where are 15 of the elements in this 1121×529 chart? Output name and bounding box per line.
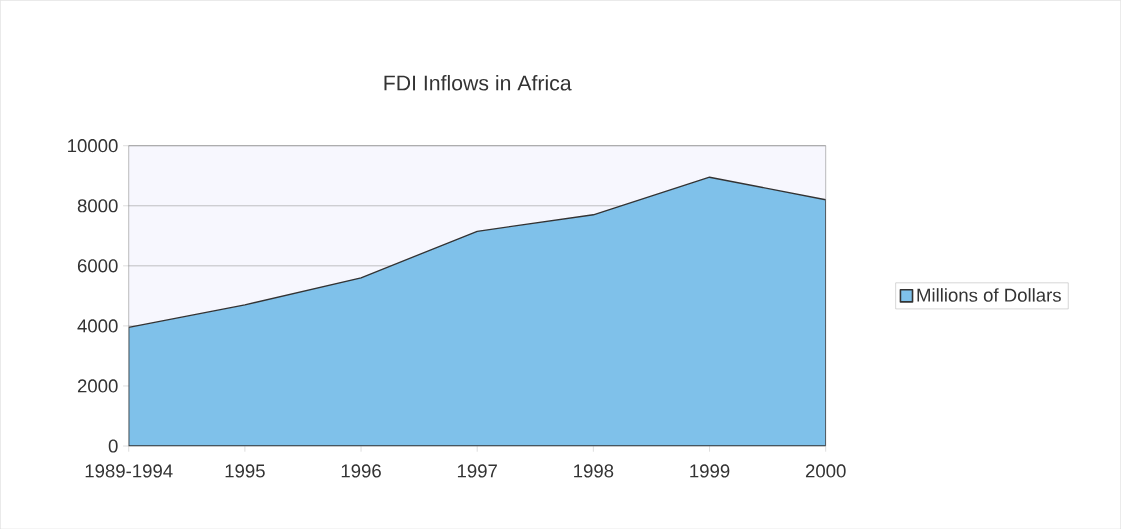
y-tick-label: 4000 xyxy=(77,319,118,333)
y-tick-label: 10000 xyxy=(68,138,118,153)
x-tick-label: 1996 xyxy=(341,464,381,478)
y-tick-label: 2000 xyxy=(77,379,118,393)
x-tick-label: 1989-1994 xyxy=(85,464,173,478)
y-tick-label: 0 xyxy=(108,439,118,453)
x-tick-label: 1997 xyxy=(457,464,497,478)
x-tick-label: 1999 xyxy=(690,464,730,478)
legend-label: Millions of Dollars xyxy=(917,287,1061,302)
chart-title: FDI Inflows in Africa xyxy=(384,74,572,91)
x-tick-label: 1995 xyxy=(225,464,265,478)
y-tick-label: 8000 xyxy=(77,198,118,213)
x-tick-label: 1998 xyxy=(574,464,614,478)
y-tick-label: 6000 xyxy=(77,259,118,273)
x-tick-label: 2000 xyxy=(805,464,846,478)
